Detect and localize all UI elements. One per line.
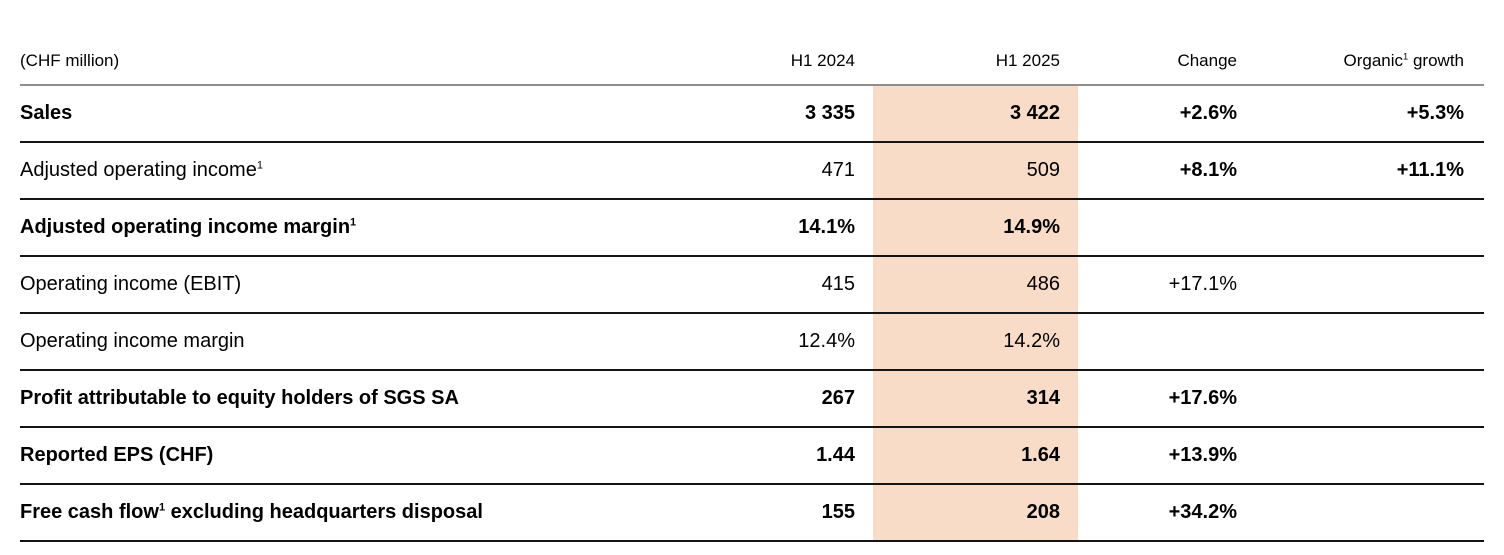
h1-2024-value: 415 <box>730 257 873 314</box>
h1-2025-value: 509 <box>873 143 1078 200</box>
h1-2025-value: 314 <box>873 371 1078 428</box>
col-header-h1-2024: H1 2024 <box>730 0 873 86</box>
h1-2024-value: 14.1% <box>730 200 873 257</box>
table-row: Reported EPS (CHF) 1.44 1.64 +13.9% <box>20 428 1484 485</box>
organic-growth-value <box>1237 485 1484 542</box>
row-label: Operating income (EBIT) <box>20 273 242 295</box>
h1-2024-value: 267 <box>730 371 873 428</box>
row-label: Profit attributable to equity holders of… <box>20 387 459 409</box>
h1-2025-value: 486 <box>873 257 1078 314</box>
table-row: Adjusted operating income margin1 14.1% … <box>20 200 1484 257</box>
organic-growth-value <box>1237 428 1484 485</box>
organic-growth-value <box>1237 257 1484 314</box>
change-value: +13.9% <box>1078 428 1237 485</box>
h1-2024-value: 12.4% <box>730 314 873 371</box>
row-label-cell: Operating income margin <box>20 314 730 371</box>
financial-results-page: (CHF million) H1 2024 H1 2025 Change Org… <box>20 0 1484 542</box>
change-value: +17.1% <box>1078 257 1237 314</box>
h1-2025-value: 14.9% <box>873 200 1078 257</box>
table-row: Profit attributable to equity holders of… <box>20 371 1484 428</box>
h1-2024-value: 1.44 <box>730 428 873 485</box>
row-label-cell: Adjusted operating income margin1 <box>20 200 730 257</box>
row-label-suffix: excluding headquarters disposal <box>165 501 483 523</box>
col-header-change: Change <box>1078 0 1237 86</box>
h1-2025-value: 14.2% <box>873 314 1078 371</box>
row-label-cell: Profit attributable to equity holders of… <box>20 371 730 428</box>
h1-2025-value: 3 422 <box>873 86 1078 143</box>
row-label: Free cash flow <box>20 501 159 523</box>
h1-2024-value: 155 <box>730 485 873 542</box>
h1-2024-value: 471 <box>730 143 873 200</box>
table-body: Sales 3 335 3 422 +2.6% +5.3% Adjusted o… <box>20 86 1484 542</box>
row-label-cell: Reported EPS (CHF) <box>20 428 730 485</box>
organic-growth-value <box>1237 200 1484 257</box>
row-label: Adjusted operating income margin <box>20 216 351 238</box>
row-label-cell: Sales <box>20 86 730 143</box>
table-header-row: (CHF million) H1 2024 H1 2025 Change Org… <box>20 0 1484 86</box>
table-row: Adjusted operating income1 471 509 +8.1%… <box>20 143 1484 200</box>
h1-2025-value: 208 <box>873 485 1078 542</box>
row-label-superscript: 1 <box>158 501 166 514</box>
organic-growth-value <box>1237 371 1484 428</box>
change-value: +2.6% <box>1078 86 1237 143</box>
organic-header-superscript: 1 <box>1403 51 1409 62</box>
row-label-cell: Adjusted operating income1 <box>20 143 730 200</box>
col-header-h1-2025: H1 2025 <box>873 0 1078 86</box>
organic-header-text: Organic <box>1343 51 1404 70</box>
table-row: Operating income (EBIT) 415 486 +17.1% <box>20 257 1484 314</box>
organic-growth-value: +5.3% <box>1237 86 1484 143</box>
change-value: +8.1% <box>1078 143 1237 200</box>
unit-label: (CHF million) <box>20 0 730 86</box>
table-row: Free cash flow1 excluding headquarters d… <box>20 485 1484 542</box>
h1-2024-value: 3 335 <box>730 86 873 143</box>
change-value <box>1078 200 1237 257</box>
row-label: Operating income margin <box>20 330 245 352</box>
organic-growth-value <box>1237 314 1484 371</box>
organic-header-text-suffix: growth <box>1408 51 1464 70</box>
row-label-superscript: 1 <box>350 216 357 229</box>
change-value: +34.2% <box>1078 485 1237 542</box>
row-label-cell: Free cash flow1 excluding headquarters d… <box>20 485 730 542</box>
col-header-organic-growth: Organic1 growth <box>1237 0 1484 86</box>
row-label-superscript: 1 <box>256 159 263 172</box>
organic-growth-value: +11.1% <box>1237 143 1484 200</box>
row-label: Sales <box>20 102 73 124</box>
table-row: Operating income margin 12.4% 14.2% <box>20 314 1484 371</box>
change-value: +17.6% <box>1078 371 1237 428</box>
row-label-cell: Operating income (EBIT) <box>20 257 730 314</box>
change-value <box>1078 314 1237 371</box>
financial-results-table: (CHF million) H1 2024 H1 2025 Change Org… <box>20 0 1484 542</box>
table-row: Sales 3 335 3 422 +2.6% +5.3% <box>20 86 1484 143</box>
row-label: Adjusted operating income <box>20 159 257 181</box>
row-label: Reported EPS (CHF) <box>20 444 214 466</box>
h1-2025-value: 1.64 <box>873 428 1078 485</box>
